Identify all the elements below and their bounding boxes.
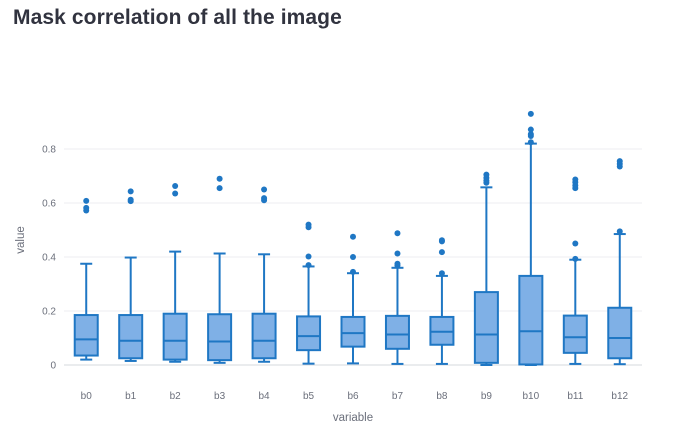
x-tick-label: b7 bbox=[392, 391, 404, 402]
outlier-point bbox=[394, 250, 401, 257]
outlier-point bbox=[616, 158, 623, 165]
outlier-point bbox=[394, 230, 401, 237]
box-b11 bbox=[562, 176, 588, 365]
y-tick-label: 0.2 bbox=[42, 307, 56, 318]
outlier-point bbox=[83, 197, 90, 204]
outlier-point bbox=[216, 175, 223, 182]
y-axis-ticks: 0 0.2 0.4 0.6 0.8 bbox=[42, 145, 56, 372]
box-series bbox=[73, 110, 633, 366]
outlier-point bbox=[305, 221, 312, 228]
box-iqr bbox=[562, 314, 588, 354]
box-b2 bbox=[162, 182, 188, 363]
outlier-point bbox=[527, 110, 534, 117]
x-tick-label: b3 bbox=[214, 391, 226, 402]
outlier-point bbox=[350, 268, 356, 275]
y-axis-title: value bbox=[15, 226, 27, 254]
box-b4 bbox=[251, 186, 277, 363]
outlier-point bbox=[261, 195, 268, 202]
box-b3 bbox=[207, 175, 233, 364]
box-iqr bbox=[162, 312, 188, 361]
outlier-point bbox=[483, 171, 490, 178]
outlier-point bbox=[83, 204, 90, 211]
x-axis-ticks: b0 b1 b2 b3 b4 b5 b6 b7 b8 b9 b10 b11 b12 bbox=[81, 391, 629, 402]
outlier-point bbox=[438, 237, 445, 244]
box-iqr bbox=[118, 314, 144, 360]
outlier-point bbox=[350, 233, 356, 240]
box-iqr bbox=[296, 315, 322, 352]
outlier-point bbox=[216, 185, 223, 192]
box-iqr bbox=[251, 312, 277, 360]
x-tick-label: b9 bbox=[481, 391, 493, 402]
box-iqr bbox=[607, 306, 633, 360]
outlier-point bbox=[261, 186, 268, 193]
outlier-point bbox=[127, 196, 134, 203]
outlier-point bbox=[394, 260, 401, 267]
outlier-point bbox=[172, 190, 179, 197]
outlier-point bbox=[572, 255, 579, 262]
box-b5 bbox=[296, 221, 322, 365]
x-tick-label: b4 bbox=[259, 391, 271, 402]
chart-title: Mask correlation of all the image bbox=[13, 6, 342, 29]
outlier-point bbox=[350, 254, 356, 260]
y-tick-label: 0.8 bbox=[42, 145, 56, 156]
box-b1 bbox=[118, 188, 144, 362]
outlier-point bbox=[616, 228, 623, 235]
y-tick-label: 0.4 bbox=[42, 253, 56, 264]
x-tick-label: b5 bbox=[303, 391, 315, 402]
box-iqr bbox=[384, 314, 410, 350]
x-tick-label: b10 bbox=[523, 391, 540, 402]
outlier-point bbox=[438, 270, 445, 277]
box-iqr bbox=[73, 314, 99, 357]
x-tick-label: b2 bbox=[170, 391, 182, 402]
x-tick-label: b12 bbox=[611, 391, 628, 402]
outlier-point bbox=[127, 188, 134, 195]
box-b6 bbox=[340, 233, 366, 365]
x-tick-label: b0 bbox=[81, 391, 93, 402]
box-b10 bbox=[518, 110, 544, 366]
box-b0 bbox=[73, 197, 99, 361]
outlier-point bbox=[305, 262, 312, 269]
box-b7 bbox=[384, 230, 410, 365]
outlier-point bbox=[527, 139, 534, 146]
box-b8 bbox=[429, 237, 455, 365]
x-tick-label: b11 bbox=[567, 391, 583, 402]
outlier-point bbox=[438, 249, 445, 256]
outlier-point bbox=[572, 240, 579, 247]
box-iqr bbox=[207, 313, 233, 362]
y-tick-label: 0 bbox=[50, 361, 56, 372]
x-tick-label: b1 bbox=[125, 391, 137, 402]
box-iqr bbox=[518, 274, 544, 366]
y-tick-label: 0.6 bbox=[42, 199, 56, 210]
outlier-point bbox=[172, 182, 179, 189]
outlier-point bbox=[305, 253, 312, 260]
outlier-point bbox=[527, 131, 534, 138]
x-tick-label: b6 bbox=[347, 391, 359, 402]
box-b9 bbox=[473, 171, 499, 366]
outlier-point bbox=[527, 126, 534, 133]
box-iqr bbox=[340, 315, 366, 348]
outlier-point bbox=[572, 176, 579, 183]
box-b12 bbox=[607, 158, 633, 366]
x-axis-title: variable bbox=[333, 412, 373, 424]
box-iqr bbox=[473, 291, 499, 364]
x-tick-label: b8 bbox=[436, 391, 448, 402]
